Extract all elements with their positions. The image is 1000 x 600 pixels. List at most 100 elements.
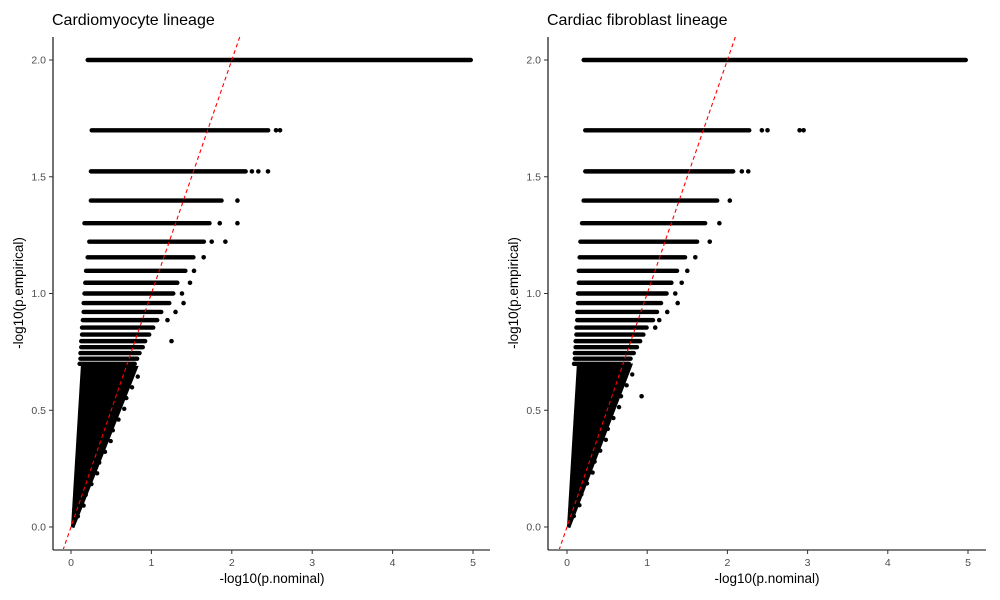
data-point-band (575, 309, 660, 315)
data-point-band (87, 239, 207, 244)
data-point-band (88, 198, 224, 203)
x-tick-label: 4 (885, 557, 891, 569)
data-point (89, 481, 94, 487)
data-point-band (574, 325, 649, 330)
data-point (209, 239, 214, 244)
data-point (217, 220, 223, 226)
data-point (664, 309, 670, 315)
data-point (108, 438, 113, 444)
data-point (679, 280, 684, 286)
data-point (277, 127, 283, 133)
data-point (592, 459, 597, 464)
data-point-band (89, 128, 271, 133)
data-point (124, 395, 129, 401)
data-point (116, 417, 121, 422)
plot-area (558, 37, 968, 549)
plot-area (62, 37, 474, 549)
panel-title: Cardiomyocyte lineage (52, 12, 215, 29)
x-axis-title: -log10(p.nominal) (219, 571, 324, 586)
y-tick-label: 1.0 (31, 288, 46, 300)
data-point (605, 426, 611, 432)
y-tick-label: 0.5 (31, 405, 46, 417)
data-point (579, 492, 584, 497)
data-point-band (79, 345, 145, 350)
data-point (759, 127, 765, 133)
data-point (656, 317, 662, 323)
x-tick-label: 0 (564, 557, 570, 569)
data-layer (62, 37, 474, 549)
data-point (590, 470, 595, 475)
data-point-band (574, 332, 646, 337)
data-point-band (80, 317, 160, 323)
x-tick-label: 1 (644, 557, 650, 569)
data-point-band (79, 332, 152, 337)
data-point-band (581, 198, 720, 203)
x-axis-title: -log10(p.nominal) (714, 571, 819, 586)
data-point (630, 372, 635, 377)
data-point-band (79, 325, 156, 330)
data-point-band (581, 57, 968, 63)
data-point (675, 300, 680, 306)
panel-cardiomyocyte: Cardiomyocyte lineage 0 1 2 3 4 5 0.0 0.5 1.0 1.5… (11, 12, 490, 586)
reference-line (62, 37, 241, 549)
data-point-band (88, 169, 248, 174)
x-tick-label: 5 (965, 557, 971, 569)
data-point (624, 383, 629, 388)
y-tick-label: 2.0 (31, 55, 46, 67)
data-point-band (82, 291, 176, 296)
data-point (165, 317, 170, 323)
panel-cardiac-fibroblast: Cardiac fibroblast lineage 0 1 2 3 4 5 0.0 0.5 1… (506, 12, 986, 586)
data-point (571, 513, 577, 519)
data-point (672, 291, 678, 296)
data-point (265, 169, 271, 174)
y-tick-label: 1.5 (31, 171, 46, 183)
data-point-band (77, 361, 137, 366)
data-point (179, 291, 185, 296)
data-point (739, 169, 745, 174)
data-point-band (81, 309, 164, 315)
data-point (235, 220, 240, 226)
data-point-band (573, 338, 643, 344)
axis-ticks: 0 1 2 3 4 5 0.0 0.5 1.0 1.5 2.0 (526, 55, 971, 570)
data-point (639, 393, 644, 399)
x-tick-label: 4 (390, 557, 396, 569)
data-point (611, 415, 616, 421)
data-point-band (575, 300, 664, 306)
data-point-band (577, 255, 688, 260)
data-point (223, 239, 228, 244)
data-point-band (575, 317, 656, 323)
reference-line (558, 37, 736, 549)
y-tick-label: 1.5 (526, 171, 541, 183)
data-layer (558, 37, 968, 549)
data-point (97, 460, 102, 465)
data-point (603, 437, 609, 443)
data-point-band (579, 221, 708, 226)
data-point-band (571, 361, 632, 366)
data-point (249, 169, 255, 174)
data-point (801, 127, 806, 133)
data-point-band (81, 300, 172, 306)
data-point (122, 406, 127, 412)
data-point (191, 268, 197, 274)
x-tick-label: 2 (229, 557, 235, 569)
data-point (110, 428, 115, 433)
data-point (94, 471, 100, 476)
dense-point-cloud (71, 365, 139, 529)
data-point (727, 198, 733, 203)
data-point (235, 198, 240, 203)
x-tick-label: 0 (68, 557, 74, 569)
data-point-band (575, 291, 669, 296)
data-point-band (573, 345, 640, 350)
data-point (173, 309, 178, 315)
data-point (102, 449, 108, 455)
x-tick-label: 3 (309, 557, 315, 569)
data-point (717, 220, 722, 226)
data-point (616, 404, 622, 410)
data-point (745, 169, 751, 174)
data-point (201, 255, 206, 260)
data-point-band (78, 350, 142, 356)
dense-point-cloud (567, 363, 634, 529)
data-point-band (583, 169, 736, 174)
data-point-band (572, 350, 636, 356)
